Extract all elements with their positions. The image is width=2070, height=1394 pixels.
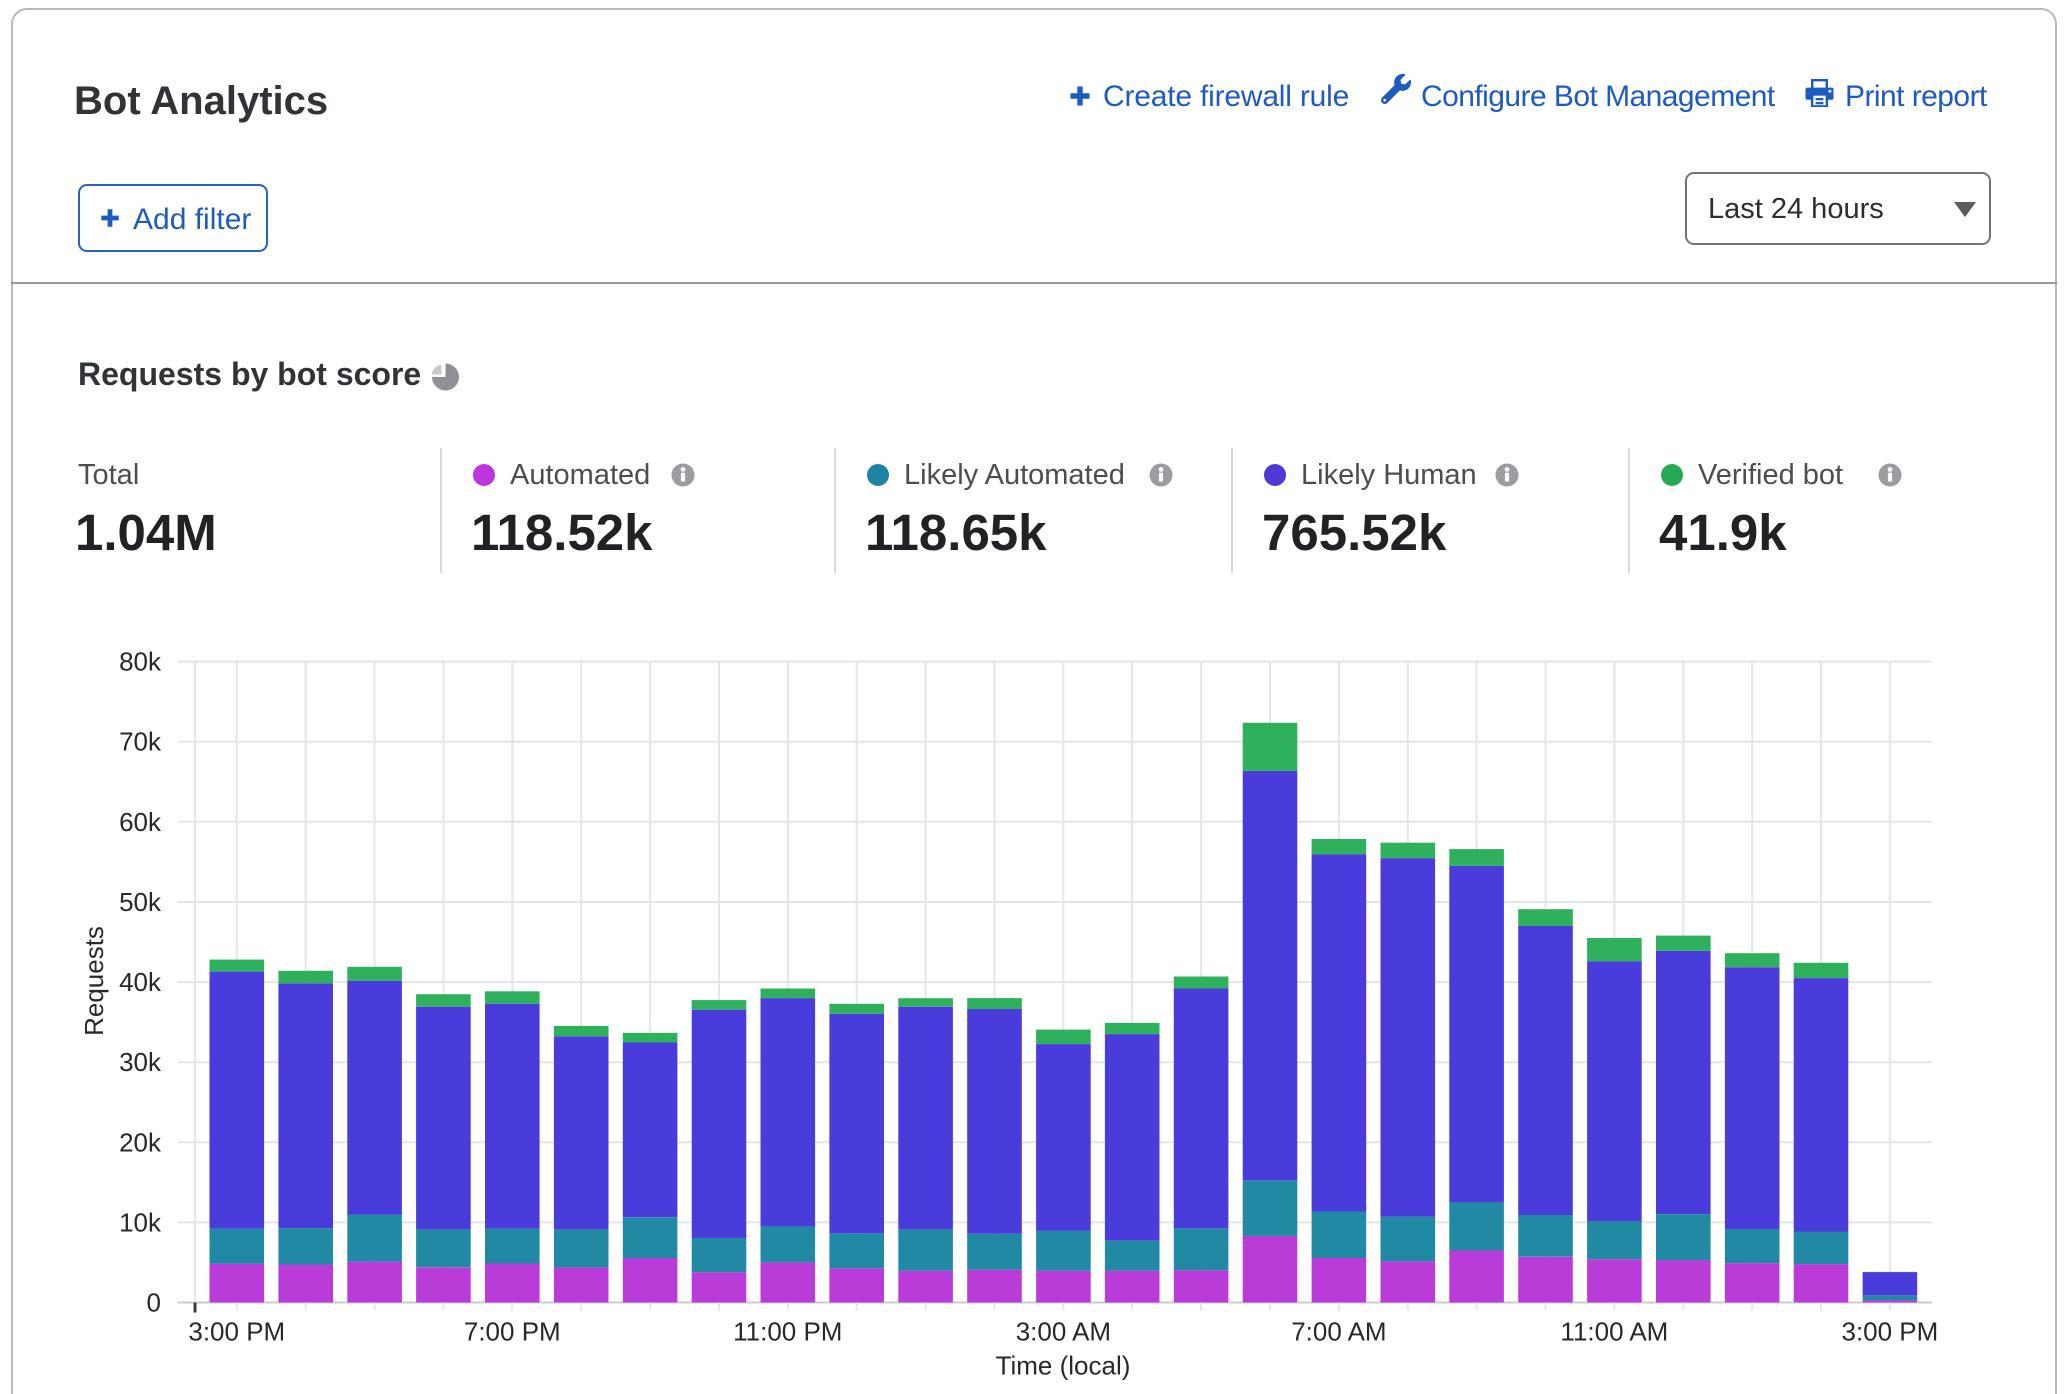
svg-text:50k: 50k [119, 887, 162, 917]
svg-text:3:00 PM: 3:00 PM [1841, 1317, 1938, 1347]
svg-text:30k: 30k [119, 1047, 162, 1077]
svg-text:40k: 40k [119, 967, 162, 997]
svg-text:Time (local): Time (local) [996, 1351, 1131, 1381]
svg-text:0: 0 [147, 1288, 161, 1318]
svg-text:11:00 PM: 11:00 PM [733, 1317, 842, 1347]
svg-text:10k: 10k [119, 1207, 162, 1237]
svg-text:7:00 PM: 7:00 PM [464, 1317, 561, 1347]
svg-text:11:00 AM: 11:00 AM [1560, 1317, 1668, 1347]
svg-text:70k: 70k [119, 727, 162, 757]
svg-text:20k: 20k [119, 1127, 162, 1157]
svg-text:7:00 AM: 7:00 AM [1291, 1317, 1386, 1347]
svg-text:80k: 80k [119, 647, 162, 677]
svg-text:3:00 PM: 3:00 PM [188, 1317, 285, 1347]
svg-text:Requests: Requests [79, 926, 109, 1036]
svg-text:3:00 AM: 3:00 AM [1016, 1317, 1111, 1347]
svg-text:60k: 60k [119, 807, 162, 837]
